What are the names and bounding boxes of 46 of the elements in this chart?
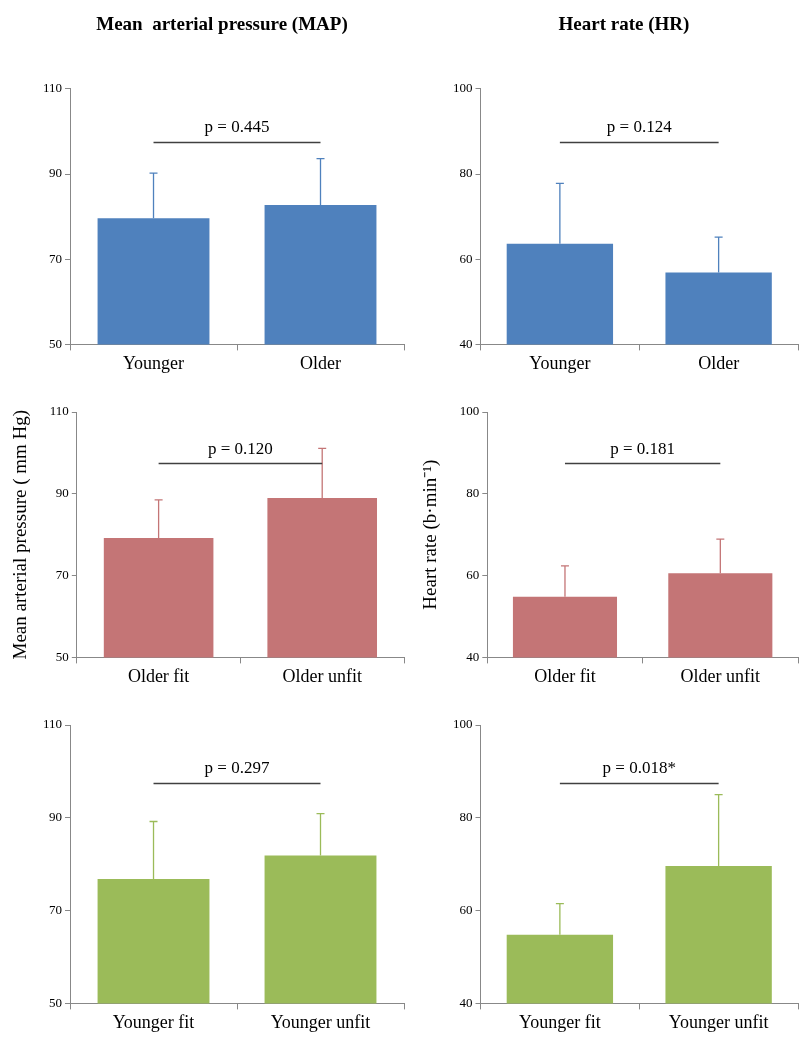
y-tick-label: 60	[459, 250, 473, 266]
x-tick-label: Older unfit	[282, 665, 362, 686]
x-tick-label: Younger fit	[112, 1011, 195, 1032]
y-tick-label: 90	[55, 485, 69, 501]
y-tick-label: 50	[49, 335, 63, 351]
annotation: p = 0.297	[204, 758, 270, 778]
x-tick-label: Older fit	[534, 665, 596, 686]
chart-title: Heart rate (HR)	[558, 13, 690, 36]
annotation: p = 0.445	[204, 117, 270, 137]
x-tick-label: Older unfit	[680, 665, 761, 686]
y-tick-label: 110	[42, 80, 63, 96]
x-tick-label: Younger	[529, 352, 591, 373]
y-tick-label: 60	[459, 902, 473, 918]
y-tick-label: 90	[49, 165, 63, 181]
annotation: p = 0.181	[610, 438, 676, 458]
y-tick-label: 90	[49, 809, 63, 825]
y-tick-label: 40	[459, 994, 473, 1010]
x-tick-label: Younger fit	[519, 1011, 601, 1032]
annotation: p = 0.120	[207, 438, 273, 458]
y-tick-label: 100	[453, 80, 473, 96]
y-tick-label: 70	[49, 250, 63, 266]
y-tick-label: 40	[466, 648, 480, 664]
y-axis-title: Mean arterial pressure ( mm Hg)	[9, 409, 32, 660]
annotation: p = 0.124	[606, 117, 673, 137]
y-tick-label: 100	[459, 403, 480, 419]
x-tick-label: Older	[300, 352, 341, 373]
y-axis-title: Heart rate (b·min⁻¹)	[419, 459, 442, 610]
x-tick-label: Older fit	[127, 665, 190, 686]
y-tick-label: 70	[55, 567, 69, 583]
chart-title: Mean arterial pressure (MAP)	[96, 13, 348, 36]
y-tick-label: 50	[55, 648, 69, 664]
x-tick-label: Younger	[122, 352, 185, 373]
y-tick-label: 100	[453, 716, 473, 732]
y-tick-label: 80	[459, 165, 473, 181]
y-tick-label: 110	[42, 716, 63, 732]
annotation: p = 0.018*	[602, 758, 676, 778]
y-tick-label: 60	[466, 567, 480, 583]
x-tick-label: Older	[698, 352, 740, 373]
y-tick-label: 50	[49, 994, 63, 1010]
y-tick-label: 40	[459, 335, 473, 351]
x-tick-label: Younger unfit	[668, 1011, 769, 1032]
y-tick-label: 70	[49, 902, 63, 918]
y-tick-label: 80	[466, 485, 480, 501]
y-tick-label: 80	[459, 809, 473, 825]
y-tick-label: 110	[49, 403, 69, 419]
x-tick-label: Younger unfit	[270, 1011, 371, 1032]
